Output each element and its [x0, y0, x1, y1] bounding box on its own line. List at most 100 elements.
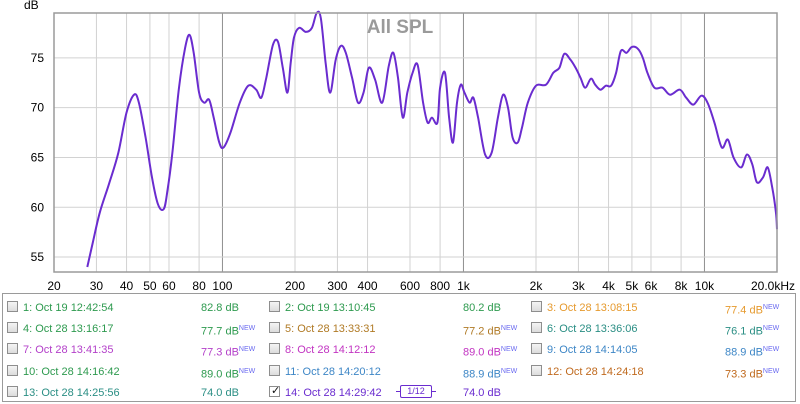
measurement-name: 9: Oct 28 14:14:05 — [547, 344, 638, 357]
spl-chart: 20 30 40 50 60 80 100 200 300 400 600 800 1k 2k 3k 4k 5k… — [0, 0, 800, 292]
measurement-checkbox[interactable] — [269, 343, 280, 355]
measurement-spl: 76.1 dBNEW — [725, 325, 780, 338]
measurement-checkbox[interactable] — [7, 301, 18, 312]
chart-area: 20 30 40 50 60 80 100 200 300 400 600 800 1k 2k 3k 4k 5k… — [0, 0, 800, 292]
new-badge: NEW — [762, 367, 780, 375]
measurement-name: 14: Oct 28 14:29:42 — [285, 386, 382, 399]
y-tick-label: 65 — [31, 150, 45, 164]
new-badge: NEW — [238, 346, 256, 354]
x-tick-label: 60 — [162, 279, 176, 292]
measurement-name: 8: Oct 28 14:12:12 — [285, 344, 376, 357]
checkmark-icon: ✓ — [271, 384, 281, 397]
y-tick-label: 55 — [31, 250, 45, 264]
measurement-name: 12: Oct 28 14:24:18 — [547, 365, 644, 378]
measurement-spl: 88.9 dBNEW — [725, 346, 780, 360]
measurement-spl: 77.4 dBNEW — [725, 304, 780, 317]
measurement-checkbox[interactable] — [531, 364, 542, 376]
measurement-checkbox[interactable] — [269, 322, 280, 334]
chart-title: All SPL — [367, 17, 434, 38]
measurement-spl: 74.0 dB — [463, 386, 501, 399]
measurement-entry[interactable]: 13: Oct 28 14:25:56 74.0 dB — [3, 384, 265, 402]
measurement-checkbox[interactable] — [531, 301, 542, 312]
measurement-spl: 73.3 dBNEW — [725, 367, 780, 381]
x-tick-label: 5k — [626, 279, 640, 292]
x-tick-label: 6k — [645, 279, 659, 292]
legend-row: 1: Oct 19 12:42:54 82.8 dB 2: Oct 19 13:10… — [3, 299, 797, 317]
measurement-checkbox[interactable] — [531, 343, 542, 355]
measurement-checkbox[interactable]: ✓ — [269, 384, 281, 397]
plot-frame — [53, 12, 778, 273]
x-tick-label: 200 — [285, 279, 305, 292]
measurement-entry[interactable]: 4: Oct 28 13:16:17 77.7 dBNEW — [3, 320, 265, 338]
y-axis-label: dB — [24, 0, 39, 12]
legend-row: 4: Oct 28 13:16:17 77.7 dBNEW 5: Oct 28 13… — [3, 320, 797, 338]
measurement-entry[interactable]: 6: Oct 28 13:36:06 76.1 dBNEW — [527, 320, 789, 338]
new-badge: NEW — [500, 367, 518, 375]
new-badge: NEW — [762, 346, 780, 354]
plot-background — [0, 0, 800, 292]
measurement-name: 7: Oct 28 13:41:35 — [23, 344, 114, 357]
measurement-spl: 89.0 dBNEW — [201, 367, 256, 381]
measurement-spl: 82.8 dB — [201, 302, 239, 314]
x-tick-label: 3k — [572, 279, 586, 292]
smoothing-badge[interactable]: 1/12 — [396, 384, 436, 398]
x-tick-label: 80 — [192, 279, 206, 292]
measurement-spl: 77.3 dBNEW — [201, 346, 256, 360]
x-tick-label: 400 — [358, 279, 378, 292]
measurement-entry[interactable]: 12: Oct 28 14:24:18 73.3 dBNEW — [527, 363, 789, 381]
axes: 20 30 40 50 60 80 100 200 300 400 600 800 1k 2k 3k 4k 5k… — [31, 12, 795, 292]
x-tick-label: 4k — [602, 279, 616, 292]
measurement-spl: 80.2 dB — [463, 302, 501, 314]
measurement-name: 6: Oct 28 13:36:06 — [547, 323, 638, 336]
measurement-entry[interactable]: 1: Oct 19 12:42:54 82.8 dB — [3, 299, 265, 317]
measurement-entry[interactable]: 2: Oct 19 13:10:45 80.2 dB — [265, 299, 527, 317]
x-tick-label: 800 — [430, 279, 450, 292]
measurement-entry[interactable]: 3: Oct 28 13:08:15 77.4 dBNEW — [527, 299, 789, 317]
x-tick-label: 30 — [90, 279, 104, 292]
measurement-entry[interactable]: 9: Oct 28 14:14:05 88.9 dBNEW — [527, 341, 789, 359]
measurement-entry[interactable]: 5: Oct 28 13:33:31 77.2 dBNEW — [265, 320, 527, 338]
new-badge: NEW — [762, 304, 780, 311]
new-badge: NEW — [500, 346, 518, 354]
measurement-name: 4: Oct 28 13:16:17 — [23, 323, 114, 336]
x-tick-label: 10k — [695, 279, 715, 292]
measurement-checkbox[interactable] — [531, 322, 542, 334]
x-tick-label: 300 — [327, 279, 347, 292]
measurement-legend: 1: Oct 19 12:42:54 82.8 dB 2: Oct 19 13:10… — [2, 293, 796, 402]
measurement-checkbox[interactable] — [7, 385, 18, 397]
x-tick-label: 1k — [457, 279, 471, 292]
measurement-spl: 89.0 dBNEW — [463, 346, 518, 360]
measurement-checkbox[interactable] — [7, 322, 18, 334]
measurement-entry[interactable]: 10: Oct 28 14:16:42 89.0 dBNEW — [3, 363, 265, 381]
new-badge: NEW — [238, 367, 256, 375]
measurement-entry[interactable]: 8: Oct 28 14:12:12 89.0 dBNEW — [265, 341, 527, 359]
series-layer — [86, 10, 778, 268]
measurement-name: 3: Oct 28 13:08:15 — [547, 302, 638, 314]
x-tick-label: 20 — [47, 279, 61, 292]
x-tick-label: 8k — [675, 279, 689, 292]
measurement-name: 2: Oct 19 13:10:45 — [285, 302, 376, 314]
legend-row: 10: Oct 28 14:16:42 89.0 dBNEW 11: Oct 28 … — [3, 363, 797, 381]
measurement-name: 11: Oct 28 14:20:12 — [285, 365, 381, 378]
measurement-checkbox[interactable] — [269, 301, 280, 312]
measurement-name: 13: Oct 28 14:25:56 — [23, 386, 120, 399]
legend-row: 7: Oct 28 13:41:35 77.3 dBNEW 8: Oct 28 14… — [3, 341, 797, 359]
measurement-name: 10: Oct 28 14:16:42 — [23, 365, 120, 378]
measurement-spl: 77.2 dBNEW — [463, 325, 518, 338]
measurement-entry[interactable]: 11: Oct 28 14:20:12 88.9 dBNEW — [265, 363, 527, 381]
measurement-checkbox[interactable] — [269, 364, 280, 376]
measurement-spl: 77.7 dBNEW — [201, 325, 256, 338]
new-badge: NEW — [762, 325, 780, 333]
x-tick-label: 20.0kHz — [751, 279, 795, 292]
measurement-entry[interactable]: 7: Oct 28 13:41:35 77.3 dBNEW — [3, 341, 265, 359]
measurement-checkbox[interactable] — [7, 364, 18, 376]
y-tick-label: 75 — [31, 51, 45, 65]
measurement-name: 5: Oct 28 13:33:31 — [285, 323, 376, 336]
x-tick-label: 100 — [212, 279, 232, 292]
y-tick-label: 70 — [31, 101, 45, 115]
measurement-entry[interactable]: ✓ 14: Oct 28 14:29:42 1/12 74.0 dB — [265, 384, 527, 402]
measurement-spl: 74.0 dB — [201, 386, 239, 399]
measurement-checkbox[interactable] — [7, 343, 18, 355]
x-tick-label: 600 — [400, 279, 420, 292]
measurement-spl: 88.9 dBNEW — [463, 367, 518, 381]
